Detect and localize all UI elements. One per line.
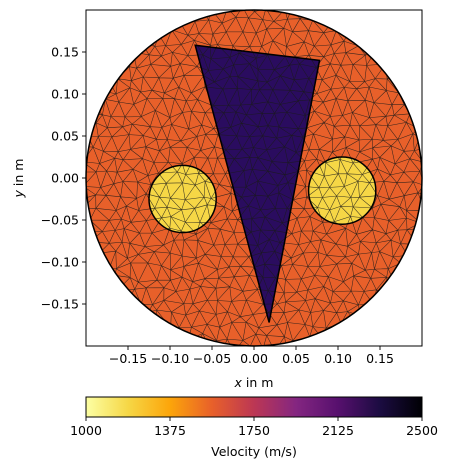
outline-triangular-anomaly bbox=[194, 44, 321, 323]
y-tick-label: 0.10 bbox=[51, 87, 79, 102]
plot-area bbox=[85, 9, 423, 347]
triangle-mesh bbox=[86, 10, 422, 346]
y-axis-label: y in m bbox=[11, 159, 26, 199]
mesh-edges bbox=[86, 10, 422, 346]
outline-left-inclusion bbox=[148, 164, 217, 234]
x-tick-label: −0.05 bbox=[193, 351, 231, 366]
colorbar-tick-label: 2125 bbox=[322, 423, 354, 438]
x-tick-label: −0.10 bbox=[151, 351, 189, 366]
colorbar: 1000 1375 1750 2125 2500 Velocity (m/s) bbox=[70, 396, 438, 459]
y-tick-label: 0.05 bbox=[51, 129, 79, 144]
y-tick-label: 0.15 bbox=[51, 45, 79, 60]
colorbar-tick-label: 2500 bbox=[406, 423, 438, 438]
colorbar-gradient bbox=[85, 396, 423, 418]
colorbar-ticks: 1000 1375 1750 2125 2500 bbox=[70, 417, 438, 438]
x-tick-label: 0.15 bbox=[366, 351, 394, 366]
x-tick-label: 0.10 bbox=[324, 351, 352, 366]
colorbar-tick-label: 1375 bbox=[154, 423, 186, 438]
x-tick-label: −0.15 bbox=[109, 351, 147, 366]
y-tick-label: −0.05 bbox=[41, 213, 79, 228]
y-tick-label: −0.10 bbox=[41, 255, 79, 270]
x-tick-label: 0.00 bbox=[240, 351, 268, 366]
colorbar-label: Velocity (m/s) bbox=[211, 444, 297, 459]
x-axis-ticks: −0.15 −0.10 −0.05 0.00 0.05 0.10 0.15 bbox=[109, 346, 394, 366]
y-tick-label: 0.00 bbox=[51, 171, 79, 186]
y-axis-ticks: 0.15 0.10 0.05 0.00 −0.05 −0.10 −0.15 bbox=[41, 45, 86, 312]
x-axis-label: x in m bbox=[234, 375, 274, 390]
colorbar-tick-label: 1750 bbox=[238, 423, 270, 438]
colorbar-tick-label: 1000 bbox=[70, 423, 102, 438]
x-tick-label: 0.05 bbox=[282, 351, 310, 366]
y-tick-label: −0.15 bbox=[41, 297, 79, 312]
outline-right-inclusion bbox=[307, 156, 377, 225]
